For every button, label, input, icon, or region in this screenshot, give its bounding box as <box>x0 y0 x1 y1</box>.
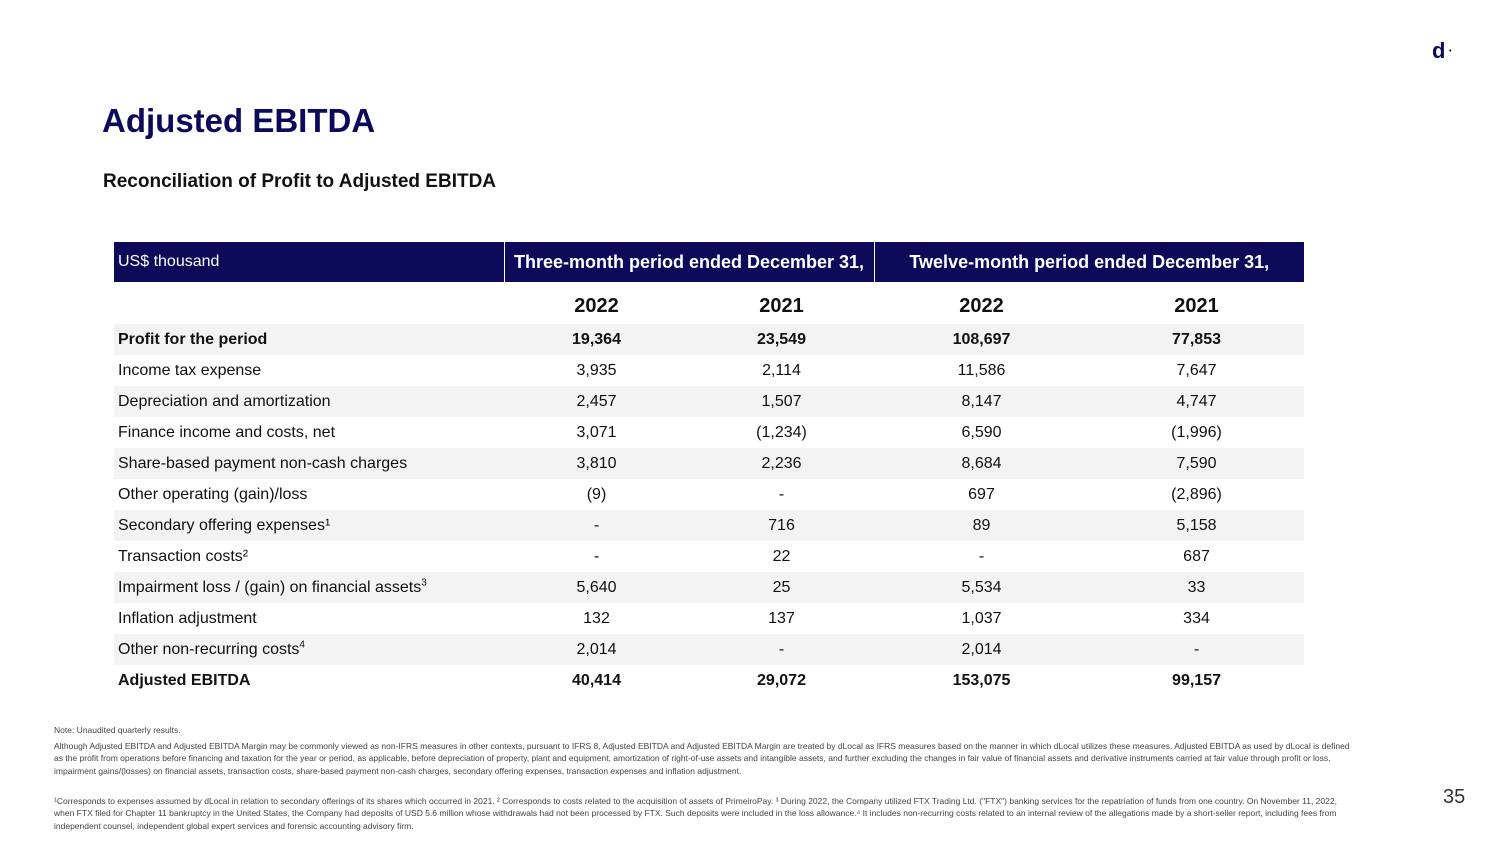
row-value: 7,647 <box>1176 361 1217 379</box>
row-value: 33 <box>1089 572 1305 603</box>
table-row: Transaction costs² - 22 - 687 <box>114 541 1304 572</box>
row-value: (2,896) <box>1171 485 1222 503</box>
footnote-marker: 3 <box>421 577 427 589</box>
row-value: 153,075 <box>952 671 1011 689</box>
row-value: 3,935 <box>576 361 617 379</box>
row-value: 5,158 <box>1089 510 1305 541</box>
row-value: 1,037 <box>961 609 1002 627</box>
row-value: 4,747 <box>1089 386 1305 417</box>
row-value: 77,853 <box>1089 324 1305 355</box>
table-row: Inflation adjustment 132 137 1,037 334 <box>114 603 1304 634</box>
row-value: 3,810 <box>504 448 689 479</box>
row-label: Share-based payment non-cash charges <box>114 448 504 479</box>
footnotes: ¹Corresponds to expenses assumed by dLoc… <box>54 796 1337 831</box>
row-value: - <box>689 634 875 665</box>
row-value: (1,234) <box>756 423 807 441</box>
row-value: 2,457 <box>504 386 689 417</box>
row-value: 8,147 <box>874 386 1090 417</box>
unaudited-note: Note: Unaudited quarterly results. <box>54 725 181 735</box>
row-value: (9) <box>586 485 607 503</box>
table-row: Other operating (gain)/loss (9) - 697 (2… <box>114 479 1304 510</box>
page-number: 35 <box>1443 786 1466 808</box>
row-label-cell: Other non-recurring costs4 <box>114 634 504 665</box>
row-label: Inflation adjustment <box>118 609 257 627</box>
row-value: 697 <box>968 485 995 503</box>
row-value: (1,996) <box>1171 423 1222 441</box>
row-value: 25 <box>689 572 875 603</box>
row-value: - <box>1089 634 1305 665</box>
row-label: Transaction costs² <box>118 547 249 565</box>
table-row-total: Adjusted EBITDA 40,414 29,072 153,075 99… <box>114 665 1304 696</box>
unit-label: US$ thousand <box>114 242 504 282</box>
row-value: 716 <box>689 510 875 541</box>
row-value: - <box>593 547 600 565</box>
row-value: - <box>778 485 785 503</box>
row-value: 3,071 <box>576 423 617 441</box>
table-row: Income tax expense 3,935 2,114 11,586 7,… <box>114 355 1304 386</box>
row-value: 6,590 <box>961 423 1002 441</box>
row-value: 687 <box>1183 547 1210 565</box>
footnote-marker: 4 <box>299 639 305 651</box>
row-value: 2,014 <box>504 634 689 665</box>
row-value: - <box>978 547 985 565</box>
table-row: Share-based payment non-cash charges 3,8… <box>114 448 1305 479</box>
table-header-row: US$ thousand Three-month period ended De… <box>114 242 1305 282</box>
row-label: Depreciation and amortization <box>114 386 504 417</box>
dlocal-logo: d · <box>1432 38 1453 64</box>
row-label: Adjusted EBITDA <box>118 671 251 689</box>
year-header: 2021 <box>1174 294 1219 317</box>
year-header: 2022 <box>959 294 1004 317</box>
row-value: 23,549 <box>689 324 875 355</box>
row-label: Secondary offering expenses¹ <box>114 510 504 541</box>
year-header: 2022 <box>574 294 619 317</box>
page-title: Adjusted EBITDA <box>102 102 376 139</box>
table-row: Depreciation and amortization 2,457 1,50… <box>114 386 1305 417</box>
row-label: Other operating (gain)/loss <box>118 485 308 503</box>
logo-dot: · <box>1448 43 1453 58</box>
row-value: 2,114 <box>762 361 801 379</box>
row-label: Profit for the period <box>114 324 504 355</box>
row-value: 108,697 <box>874 324 1090 355</box>
row-value: 2,014 <box>874 634 1090 665</box>
row-value: 5,534 <box>874 572 1090 603</box>
row-value: 8,684 <box>874 448 1090 479</box>
row-value: 5,640 <box>504 572 689 603</box>
row-label: Other non-recurring costs <box>118 640 300 658</box>
row-value: 29,072 <box>757 671 806 689</box>
row-value: - <box>504 510 689 541</box>
row-value: 2,236 <box>689 448 875 479</box>
row-value: 334 <box>1183 609 1210 627</box>
ebitda-definition-note: Although Adjusted EBITDA and Adjusted EB… <box>54 741 1350 776</box>
twelve-month-header: Twelve-month period ended December 31, <box>873 242 1305 282</box>
row-value: 99,157 <box>1172 671 1221 689</box>
row-value: 132 <box>583 609 610 627</box>
year-header: 2021 <box>759 294 804 317</box>
table-row: Profit for the period 19,364 23,549 108,… <box>114 324 1305 355</box>
row-label: Income tax expense <box>118 361 262 379</box>
row-value: 40,414 <box>572 671 621 689</box>
row-label: Finance income and costs, net <box>118 423 336 441</box>
year-header-row: 2022 2021 2022 2021 <box>114 282 1304 324</box>
row-value: 7,590 <box>1089 448 1305 479</box>
row-value: 89 <box>874 510 1090 541</box>
row-value: 1,507 <box>689 386 875 417</box>
table-row: Finance income and costs, net 3,071 (1,2… <box>114 417 1304 448</box>
row-value: 22 <box>772 547 791 565</box>
logo-letter: d <box>1432 38 1446 63</box>
row-value: 19,364 <box>504 324 689 355</box>
table-row: Impairment loss / (gain) on financial as… <box>114 572 1305 603</box>
page-subtitle: Reconciliation of Profit to Adjusted EBI… <box>103 171 497 192</box>
row-label-cell: Impairment loss / (gain) on financial as… <box>114 572 504 603</box>
reconciliation-table: US$ thousand Three-month period ended De… <box>114 242 1305 696</box>
year-header-spacer <box>114 282 504 324</box>
row-value: 137 <box>768 609 795 627</box>
table-row: Other non-recurring costs4 2,014 - 2,014… <box>114 634 1305 665</box>
table-row: Secondary offering expenses¹ - 716 89 5,… <box>114 510 1305 541</box>
row-value: 11,586 <box>957 361 1006 379</box>
three-month-header: Three-month period ended December 31, <box>503 242 875 282</box>
row-label: Impairment loss / (gain) on financial as… <box>118 578 422 596</box>
